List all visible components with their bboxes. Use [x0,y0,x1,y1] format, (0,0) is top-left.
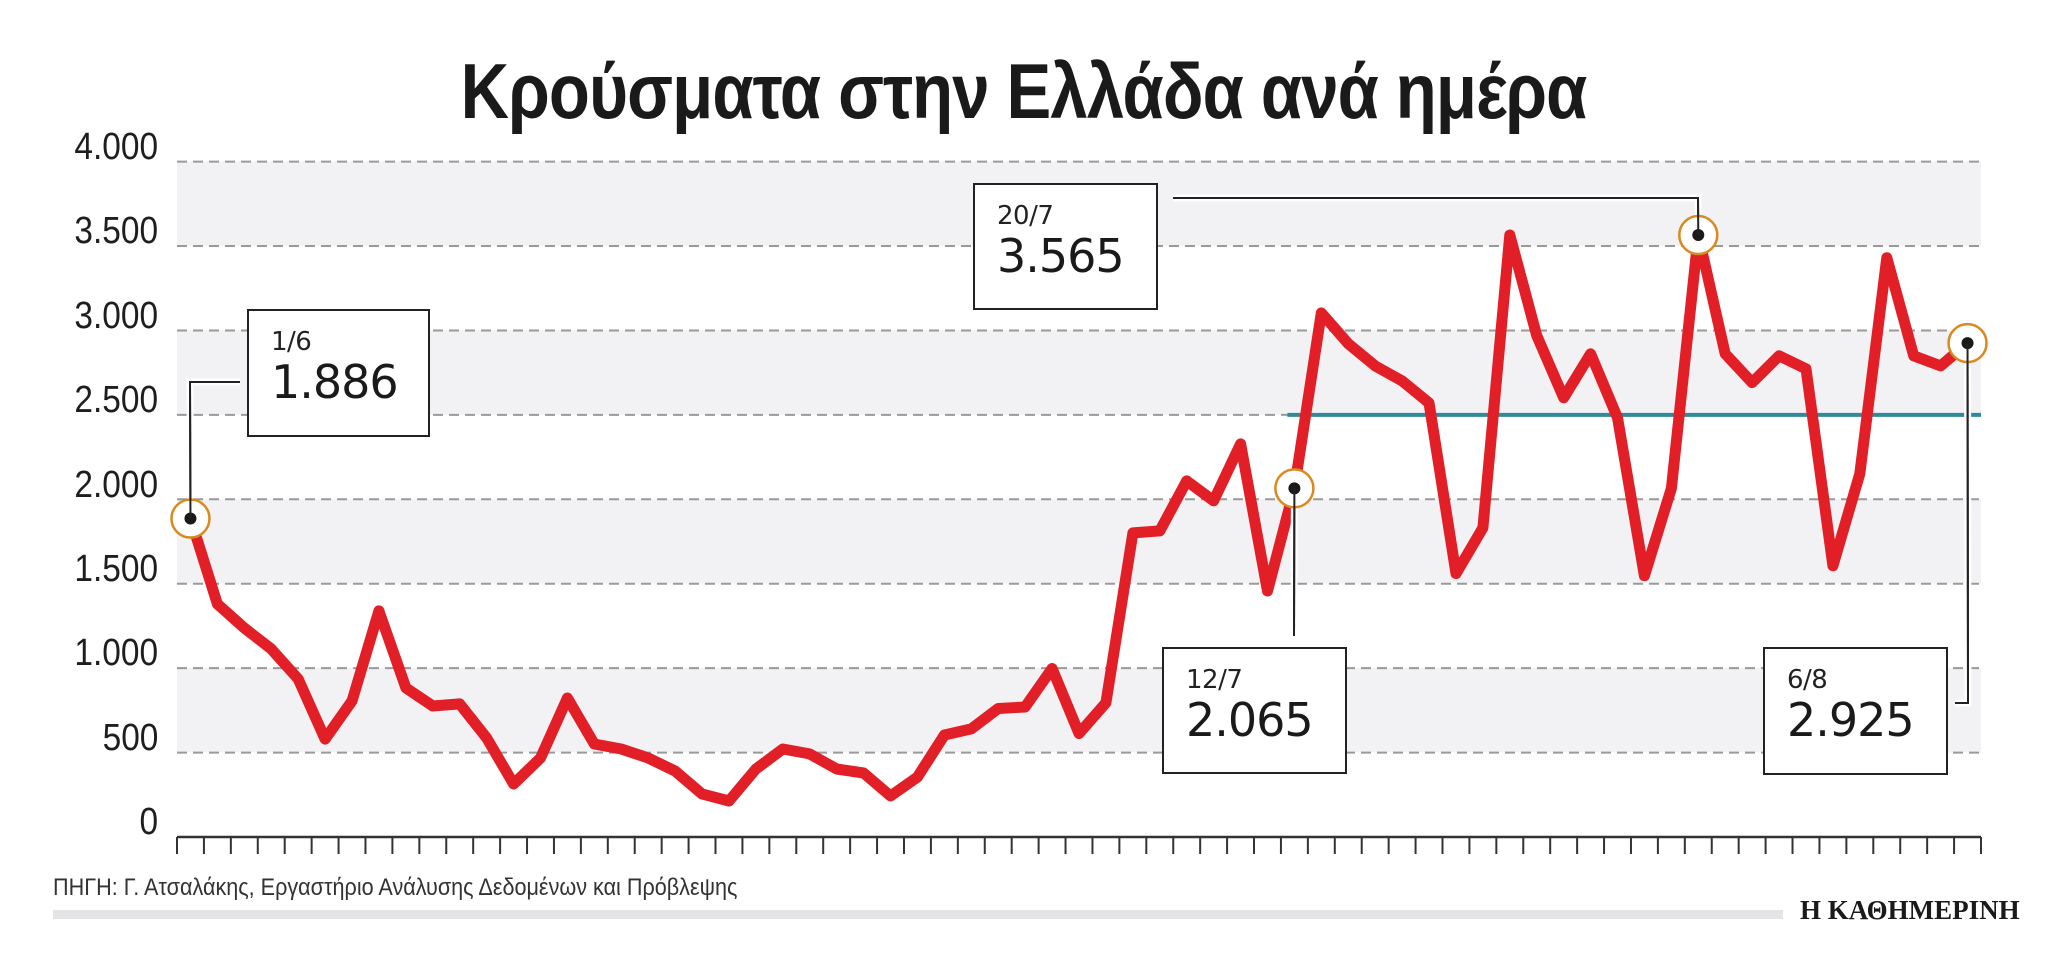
callout-box-1-6: 1/6 1.886 [247,309,430,437]
source-divider-bar [53,910,1783,919]
y-tick-label: 3.500 [74,210,158,252]
y-tick-label: 0 [139,801,158,843]
cases-line-series [185,229,1973,807]
callout-date: 6/8 [1787,665,1828,695]
x-axis [176,835,1982,854]
y-tick-label: 1.500 [74,548,158,590]
y-tick-label: 3.000 [74,295,158,337]
chart-title: Κρούσματα στην Ελλάδα ανά ημέρα [460,47,1588,135]
callout-date: 20/7 [997,201,1054,231]
callout-box-12-7: 12/7 2.065 [1162,647,1347,774]
callout-box-6-8: 6/8 2.925 [1763,647,1948,775]
cases-line [185,229,1973,807]
y-tick-label: 2.000 [74,464,158,506]
callout-value: 2.925 [1787,693,1915,747]
y-tick-label: 1.000 [74,632,158,674]
callout-date: 12/7 [1186,665,1243,695]
band [177,330,1981,415]
band [177,668,1981,753]
callout-value: 3.565 [997,229,1125,283]
callout-box-20-7: 20/7 3.565 [973,183,1158,310]
y-tick-label: 500 [102,717,158,759]
y-tick-label: 2.500 [74,379,158,421]
callout-date: 1/6 [271,327,312,357]
callout-value: 1.886 [271,355,399,409]
y-tick-label: 4.000 [74,126,158,168]
highlight-markers [170,197,1988,704]
band [177,499,1981,584]
publisher-logo: Η ΚΑΘΗΜΕΡΙΝΗ [1800,895,2020,925]
callout-value: 2.065 [1186,693,1314,747]
source-note: ΠΗΓΗ: Γ. Ατσαλάκης, Εργαστήριο Ανάλυσης … [53,874,738,901]
